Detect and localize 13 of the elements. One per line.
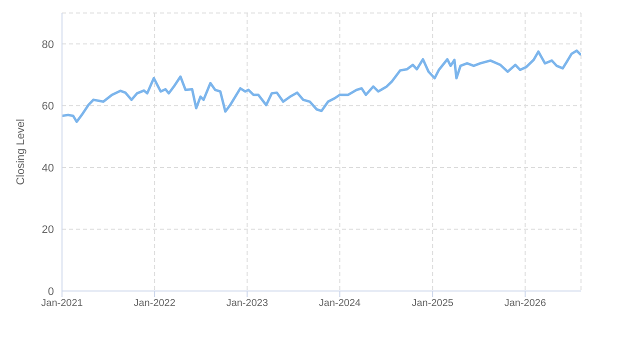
line-series xyxy=(62,49,581,123)
x-tick-label: Jan-2024 xyxy=(318,298,362,310)
x-tick-label: Jan-2022 xyxy=(134,298,176,310)
x-tick-label: Jan-2025 xyxy=(412,298,454,310)
y-tick-label: 20 xyxy=(42,224,54,236)
x-tick-label: Jan-2023 xyxy=(226,298,268,310)
y-tick-label: 60 xyxy=(42,100,54,113)
x-tick-label: Jan-2021 xyxy=(41,298,84,310)
y-tick-label: 40 xyxy=(42,162,54,174)
y-axis-title: Closing Level xyxy=(14,118,27,186)
y-tick-label: 80 xyxy=(42,38,54,51)
y-tick-label: 0 xyxy=(48,286,54,298)
x-tick-label: Jan-2026 xyxy=(504,298,546,310)
